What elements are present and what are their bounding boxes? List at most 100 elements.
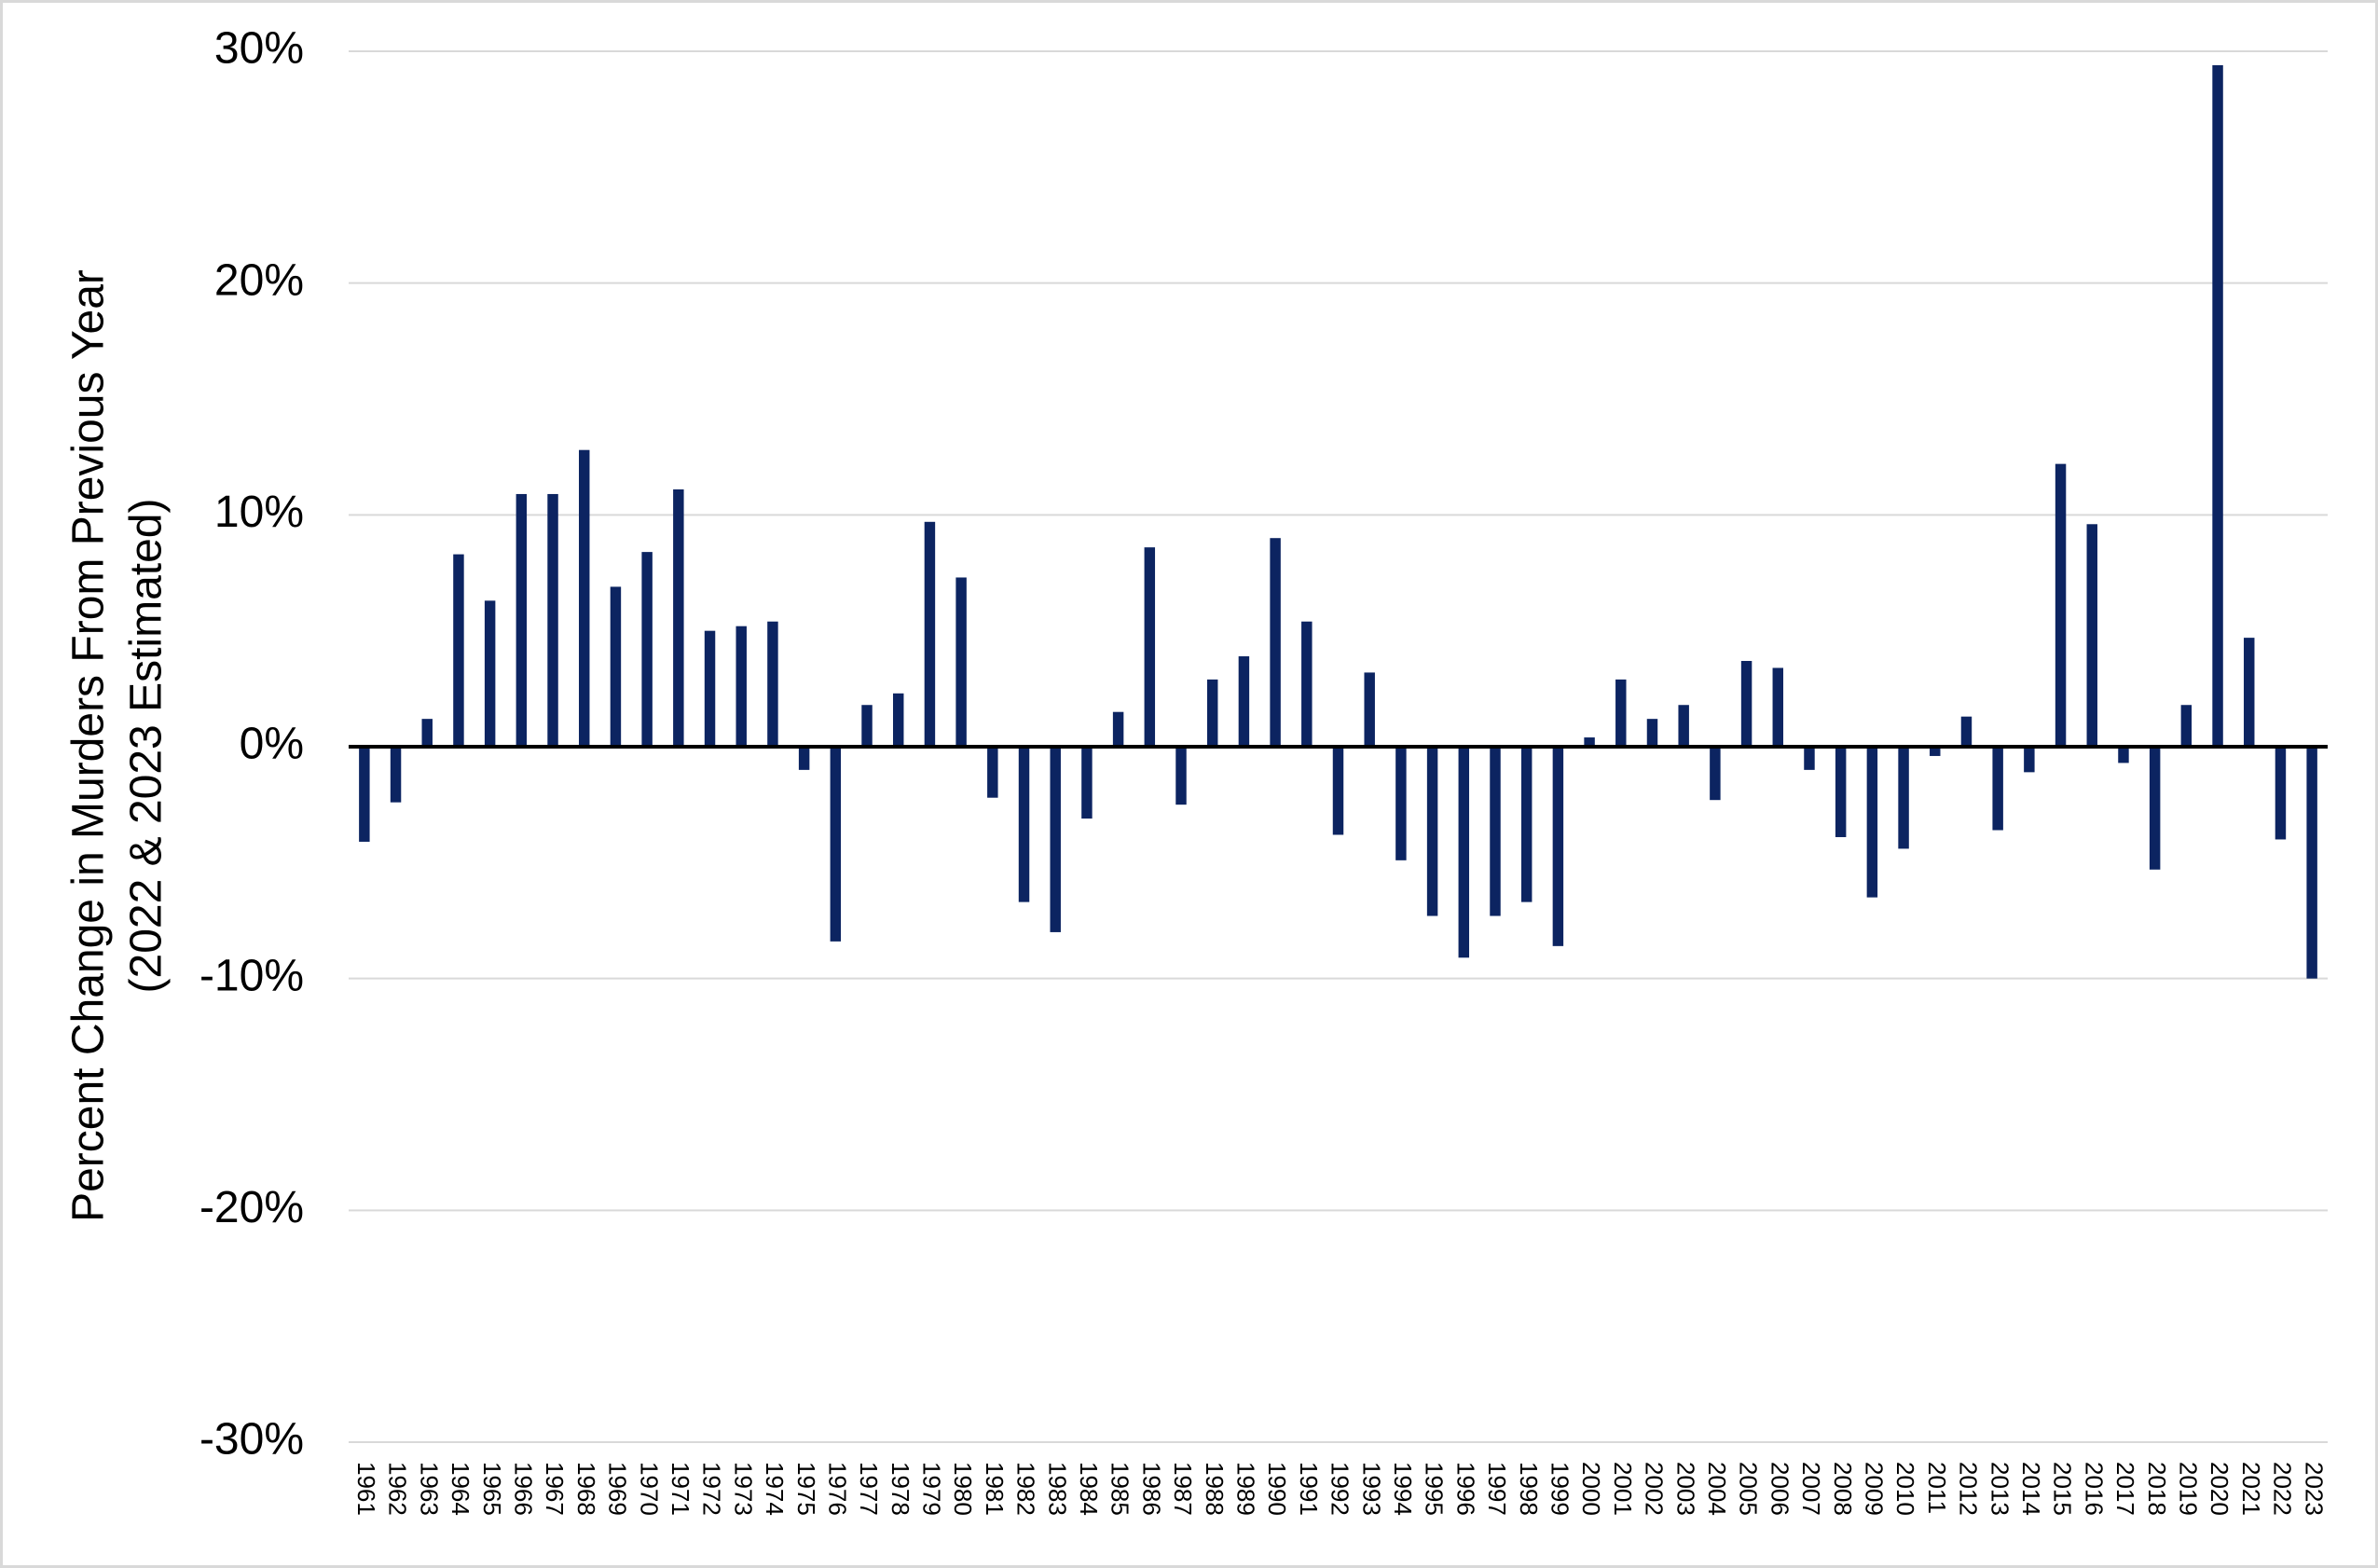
x-tick-label: 1982	[1012, 1462, 1040, 1516]
x-tick-label: 2020	[2206, 1462, 2234, 1516]
x-tick-label: 1980	[949, 1462, 977, 1516]
bar	[421, 719, 433, 747]
x-tick-label: 1977	[855, 1462, 883, 1516]
bar	[924, 521, 936, 747]
x-tick-label: 1963	[415, 1462, 443, 1516]
x-tick-label: 2010	[1891, 1462, 1919, 1516]
bar	[2149, 747, 2161, 870]
x-tick-label: 1962	[384, 1462, 412, 1516]
bar	[2086, 524, 2097, 747]
bar	[1490, 747, 1501, 916]
y-tick-label: -30%	[199, 1415, 304, 1465]
bar	[1206, 679, 1218, 747]
x-tick-label: 1973	[729, 1462, 757, 1516]
bar	[1175, 747, 1187, 805]
x-tick-label: 2012	[1955, 1462, 1983, 1516]
bar	[2244, 638, 2255, 747]
x-tick-label: 1986	[1137, 1462, 1165, 1516]
x-tick-label: 2023	[2300, 1462, 2328, 1516]
x-tick-label: 2011	[1923, 1462, 1951, 1514]
x-tick-label: 1991	[1295, 1462, 1323, 1516]
x-tick-label: 1964	[447, 1462, 474, 1516]
bar	[1960, 716, 1973, 747]
x-tick-label: 1971	[667, 1462, 694, 1516]
x-tick-label: 2016	[2080, 1462, 2108, 1516]
y-tick-label: 0%	[240, 720, 304, 769]
x-tick-label: 1997	[1483, 1462, 1511, 1516]
x-tick-label: 1990	[1263, 1462, 1291, 1516]
x-tick-label: 2014	[2017, 1462, 2045, 1516]
bar	[547, 493, 558, 747]
bar	[610, 586, 622, 747]
bar	[704, 630, 716, 747]
bar	[1552, 747, 1564, 946]
bar	[987, 747, 998, 798]
x-tick-label: 1983	[1043, 1462, 1071, 1516]
x-tick-label: 2006	[1766, 1462, 1794, 1516]
bar	[673, 488, 684, 747]
bar	[2306, 747, 2317, 979]
bar	[1615, 679, 1627, 747]
x-tick-label: 1968	[572, 1462, 600, 1516]
y-tick-label: 30%	[214, 24, 304, 74]
x-tick-label: 2009	[1860, 1462, 1888, 1516]
x-tick-label: 2017	[2111, 1462, 2139, 1516]
bar	[2118, 747, 2129, 763]
bar	[955, 577, 967, 747]
y-tick-label: -20%	[199, 1183, 304, 1232]
x-tick-label: 2005	[1735, 1462, 1763, 1516]
y-tick-label: -10%	[199, 951, 304, 1000]
x-tick-label: 1965	[478, 1462, 506, 1516]
y-axis-title-line: (2022 & 2023 Estimated)	[122, 499, 172, 994]
x-tick-label: 1961	[352, 1462, 380, 1516]
bar	[1081, 747, 1093, 819]
bar	[1772, 667, 1784, 747]
bar	[1898, 747, 1909, 849]
x-tick-label: 1987	[1169, 1462, 1197, 1516]
bar	[2212, 64, 2223, 748]
bar	[1426, 747, 1438, 916]
x-tick-label: 1985	[1107, 1462, 1134, 1516]
bar	[735, 626, 747, 747]
bar	[1710, 747, 1721, 801]
x-tick-label: 1994	[1389, 1462, 1417, 1516]
x-tick-label: 1979	[918, 1462, 946, 1516]
x-tick-label: 1976	[823, 1462, 851, 1516]
bar	[1520, 747, 1533, 902]
x-tick-label: 1981	[981, 1462, 1009, 1516]
x-tick-label: 1999	[1546, 1462, 1574, 1516]
x-tick-label: 2019	[2174, 1462, 2202, 1516]
x-tick-label: 2003	[1671, 1462, 1699, 1516]
x-tick-label: 1975	[792, 1462, 820, 1516]
bar	[1144, 547, 1156, 747]
bar	[1804, 747, 1815, 770]
bar	[830, 747, 842, 942]
bar	[1584, 737, 1595, 747]
bar	[1018, 747, 1030, 902]
x-tick-label: 2015	[2049, 1462, 2077, 1516]
bar	[515, 493, 528, 747]
x-tick-label: 1992	[1326, 1462, 1354, 1516]
bar	[1835, 747, 1847, 837]
x-tick-label: 2021	[2237, 1462, 2265, 1516]
bar	[1270, 538, 1281, 747]
bar	[579, 449, 590, 747]
x-tick-label: 2018	[2143, 1462, 2171, 1516]
x-tick-label: 1967	[541, 1462, 569, 1516]
x-tick-label: 1974	[761, 1462, 789, 1516]
bar	[359, 747, 370, 842]
x-tick-label: 1993	[1357, 1462, 1385, 1516]
x-tick-label: 1972	[698, 1462, 726, 1516]
bar	[1395, 747, 1407, 860]
y-tick-label: 20%	[214, 255, 304, 305]
bar	[798, 747, 810, 770]
bar	[861, 705, 873, 747]
bar	[2024, 747, 2035, 773]
bar	[2275, 747, 2287, 840]
x-tick-label: 2004	[1703, 1462, 1731, 1516]
bar	[1646, 719, 1658, 747]
bar	[1678, 705, 1689, 747]
x-tick-label: 1995	[1421, 1462, 1449, 1516]
